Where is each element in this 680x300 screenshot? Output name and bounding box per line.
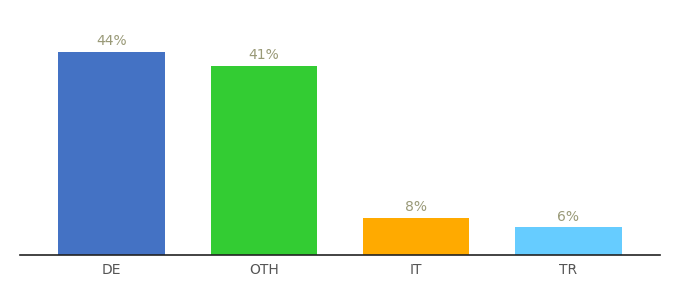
Bar [58,52,165,255]
Bar [211,66,317,255]
Text: 6%: 6% [558,210,579,224]
Text: 41%: 41% [248,48,279,62]
Bar [515,227,622,255]
Text: 8%: 8% [405,200,427,214]
Bar [363,218,469,255]
Text: 44%: 44% [97,34,127,48]
